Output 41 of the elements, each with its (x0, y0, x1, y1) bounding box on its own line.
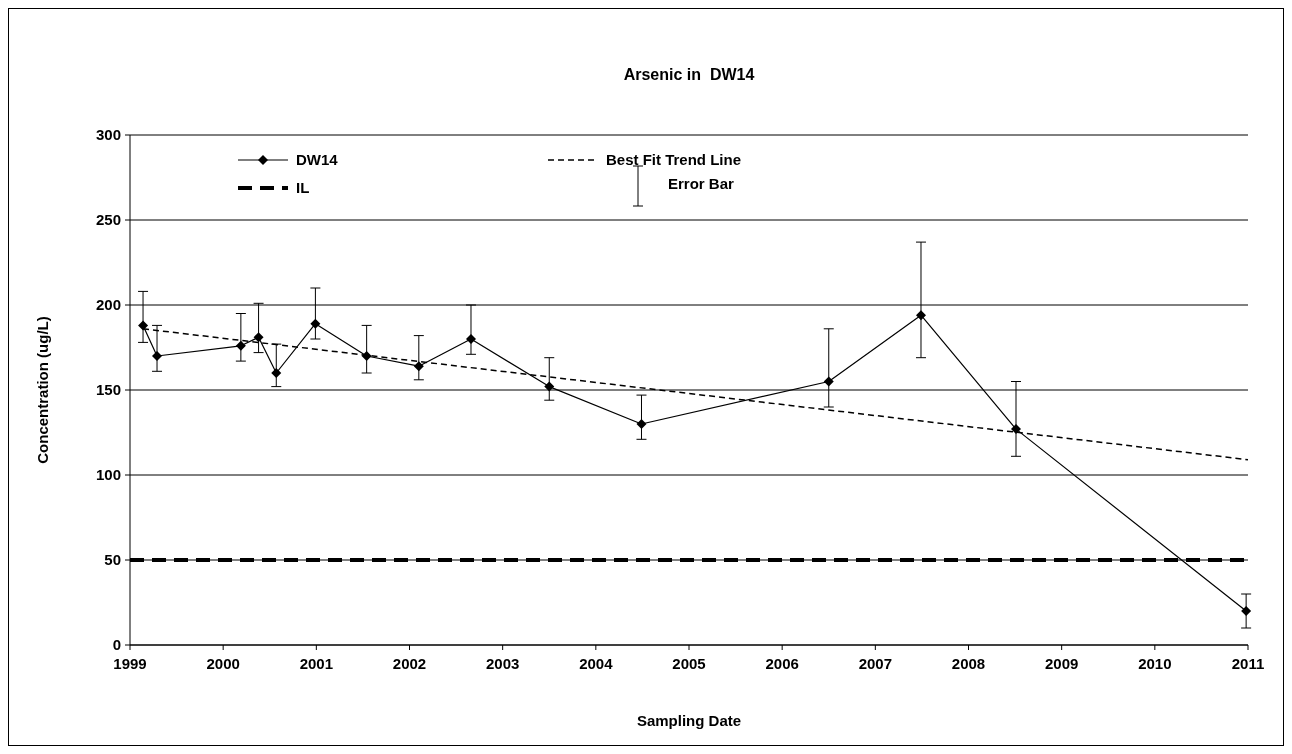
point (1011, 424, 1022, 435)
x-tick-label: 2009 (1044, 655, 1079, 672)
point (465, 334, 476, 344)
y-tick-label: 200 (95, 296, 121, 314)
x-tick-label: 2000 (206, 655, 240, 672)
chart-title: Arsenic in DW14 (623, 66, 755, 83)
y-tick-label: 300 (95, 126, 121, 144)
x-tick-label: 2003 (485, 655, 520, 672)
x-tick-label: 2001 (299, 655, 334, 672)
x-tick-label: 2005 (672, 655, 706, 672)
y-tick-label: 100 (95, 466, 121, 484)
legend-label: DW14 (296, 151, 339, 169)
x-axis-title: Sampling Date (636, 712, 742, 729)
point (310, 318, 321, 329)
point (253, 332, 264, 343)
x-tick-label: 2002 (392, 655, 427, 672)
point (271, 368, 282, 378)
annotation: Error Bar (668, 175, 735, 193)
point (915, 310, 926, 321)
y-tick-label: 0 (112, 636, 121, 654)
y-tick-label: 150 (95, 381, 121, 399)
x-tick-label: 2008 (951, 655, 986, 672)
point (235, 340, 246, 351)
point (413, 361, 424, 372)
y-axis-title: Concentration (ug/L) (34, 316, 51, 464)
point (1241, 606, 1252, 616)
y-tick-label: 50 (104, 551, 121, 569)
point (152, 351, 163, 361)
point (544, 381, 555, 392)
y-tick-label: 250 (95, 211, 121, 229)
point (823, 376, 834, 387)
x-tick-label: 2006 (765, 655, 799, 672)
x-tick-label: 2007 (858, 655, 893, 672)
point (636, 419, 647, 429)
x-tick-label: 1999 (113, 655, 147, 672)
legend-label: IL (296, 179, 310, 197)
point (138, 320, 149, 331)
x-tick-label: 2004 (579, 655, 614, 672)
x-tick-label: 2010 (1138, 655, 1172, 672)
x-tick-label: 2011 (1231, 655, 1265, 672)
legend-label: Best Fit Trend Line (606, 151, 742, 169)
